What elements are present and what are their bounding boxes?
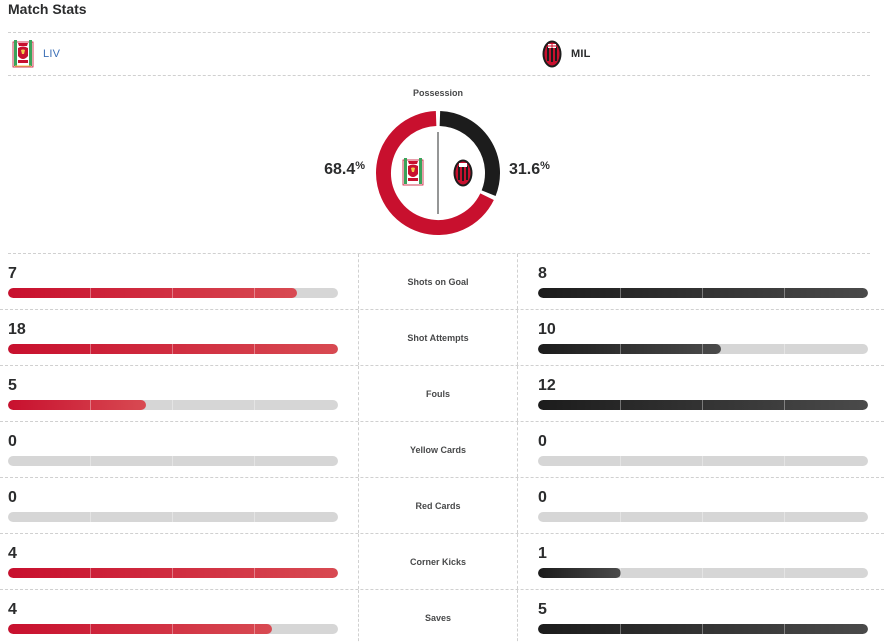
column-divider: [517, 366, 518, 421]
home-possession-number: 68.4: [324, 161, 356, 178]
stat-row: 0 Red Cards 0: [0, 478, 884, 534]
home-stat-value: 5: [8, 377, 17, 394]
away-stat-bar: [538, 512, 868, 522]
away-stat-bar: [538, 568, 868, 578]
stat-row: 0 Yellow Cards 0: [0, 422, 884, 478]
away-team[interactable]: MIL: [542, 39, 591, 69]
home-stat-value: 18: [8, 321, 26, 338]
stat-row: 7 Shots on Goal 8: [0, 254, 884, 310]
away-stat-value: 8: [538, 265, 547, 282]
away-team-abbr[interactable]: MIL: [571, 48, 591, 60]
possession-label: Possession: [412, 88, 464, 98]
home-stat-bar-fill: [8, 624, 272, 634]
away-stat-value: 1: [538, 545, 547, 562]
away-stat-bar: [538, 624, 868, 634]
away-stat-bar-fill: [538, 568, 621, 578]
home-stat-bar: [8, 624, 338, 634]
divider: [8, 253, 870, 254]
stat-label: Shots on Goal: [407, 277, 469, 287]
home-stat-value: 4: [8, 601, 17, 618]
column-divider: [358, 422, 359, 477]
home-possession-value: 68.4%: [324, 160, 365, 179]
away-stat-value: 0: [538, 489, 547, 506]
home-stat-value: 0: [8, 433, 17, 450]
column-divider: [517, 422, 518, 477]
stat-label: Saves: [424, 613, 452, 623]
home-stat-bar: [8, 400, 338, 410]
possession-donut-chart: [376, 111, 500, 235]
home-stat-bar-fill: [8, 568, 338, 578]
home-team[interactable]: LIV: [12, 39, 60, 69]
away-stat-bar: [538, 456, 868, 466]
away-possession-number: 31.6: [509, 161, 541, 178]
away-stat-bar: [538, 288, 868, 298]
away-stat-bar-fill: [538, 624, 868, 634]
ac-milan-crest-icon: [542, 40, 562, 68]
home-stat-bar: [8, 512, 338, 522]
stat-label: Red Cards: [415, 501, 461, 511]
liverpool-crest-icon: [402, 158, 424, 186]
column-divider: [358, 254, 359, 309]
page-title: Match Stats: [8, 1, 87, 17]
column-divider: [517, 310, 518, 365]
home-stat-bar-fill: [8, 344, 338, 354]
percent-sign: %: [540, 160, 550, 172]
liverpool-crest-icon: [12, 40, 34, 68]
stat-row: 4 Corner Kicks 1: [0, 534, 884, 590]
home-stat-bar: [8, 288, 338, 298]
away-stat-bar: [538, 344, 868, 354]
away-stat-value: 5: [538, 601, 547, 618]
stat-row: 4 Saves 5: [0, 590, 884, 643]
column-divider: [517, 534, 518, 589]
ac-milan-crest-icon: [453, 159, 473, 187]
column-divider: [358, 478, 359, 533]
away-stat-bar-fill: [538, 400, 868, 410]
divider: [8, 75, 870, 76]
team-header-row: LIV MIL: [8, 33, 870, 75]
away-possession-value: 31.6%: [509, 160, 550, 179]
away-stat-value: 12: [538, 377, 556, 394]
stat-label: Shot Attempts: [407, 333, 469, 343]
stats-table: 7 Shots on Goal 8 18 Shot Attempts 10 5: [0, 254, 884, 643]
away-stat-bar-fill: [538, 344, 722, 354]
stat-label: Corner Kicks: [409, 557, 467, 567]
away-stat-bar: [538, 400, 868, 410]
home-possession-arc: [376, 111, 494, 235]
divider: [8, 32, 870, 33]
stat-row: 5 Fouls 12: [0, 366, 884, 422]
column-divider: [517, 478, 518, 533]
column-divider: [517, 590, 518, 643]
home-stat-bar: [8, 568, 338, 578]
column-divider: [358, 310, 359, 365]
home-stat-bar: [8, 456, 338, 466]
home-stat-bar-fill: [8, 288, 297, 298]
column-divider: [517, 254, 518, 309]
home-stat-value: 4: [8, 545, 17, 562]
column-divider: [358, 590, 359, 643]
away-possession-arc: [439, 111, 500, 196]
home-team-abbr[interactable]: LIV: [43, 48, 61, 60]
home-stat-value: 7: [8, 265, 17, 282]
column-divider: [358, 366, 359, 421]
stat-label: Yellow Cards: [409, 445, 467, 455]
away-stat-value: 10: [538, 321, 556, 338]
stat-label: Fouls: [426, 389, 450, 399]
home-stat-bar-fill: [8, 400, 146, 410]
stat-row: 18 Shot Attempts 10: [0, 310, 884, 366]
column-divider: [358, 534, 359, 589]
away-stat-bar-fill: [538, 288, 868, 298]
away-stat-value: 0: [538, 433, 547, 450]
home-stat-bar: [8, 344, 338, 354]
percent-sign: %: [355, 160, 365, 172]
possession-section: Possession 68.4% 31.6%: [0, 76, 884, 254]
home-stat-value: 0: [8, 489, 17, 506]
